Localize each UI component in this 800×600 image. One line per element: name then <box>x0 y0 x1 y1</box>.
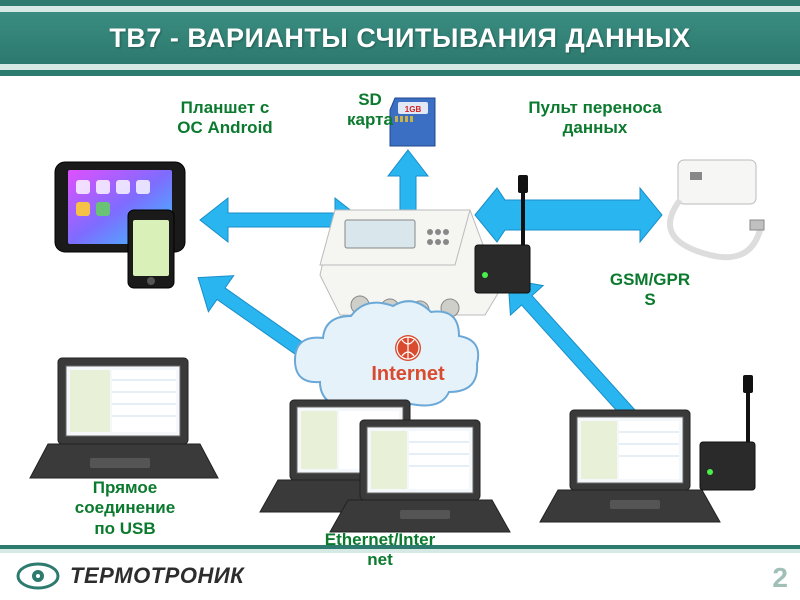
brand-logo-icon <box>16 560 60 592</box>
label-gsm: GSM/GPR S <box>590 270 710 311</box>
usb-laptop-icon <box>30 358 218 478</box>
tablet-icon <box>55 162 185 288</box>
footer-brand: ТЕРМОТРОНИК <box>16 560 244 592</box>
header-main: ТВ7 - ВАРИАНТЫ СЧИТЫВАНИЯ ДАННЫХ <box>0 12 800 64</box>
page-title: ТВ7 - ВАРИАНТЫ СЧИТЫВАНИЯ ДАННЫХ <box>109 23 690 54</box>
diagram-area: 1GB <box>0 80 800 545</box>
diagram-svg: 1GB <box>0 80 800 545</box>
internet-label: Internet <box>371 363 445 385</box>
header: ТВ7 - ВАРИАНТЫ СЧИТЫВАНИЯ ДАННЫХ <box>0 0 800 70</box>
header-stripe-bottom <box>0 70 800 76</box>
footer-page-number: 2 <box>772 562 788 594</box>
label-sdcard: SD карта <box>330 90 410 131</box>
label-usb: Прямое соединение по USB <box>40 478 210 539</box>
footer-brand-name: ТЕРМОТРОНИК <box>70 563 244 589</box>
label-tablet: Планшет с ОС Android <box>150 98 300 139</box>
transfer-device-icon <box>670 160 764 257</box>
footer-stripe-light <box>0 549 800 553</box>
label-transfer: Пульт переноса данных <box>495 98 695 139</box>
internet-cloud-icon: Internet <box>295 301 478 412</box>
ethernet-laptops-icon <box>260 400 510 532</box>
gsm-laptop-icon <box>540 375 755 522</box>
footer: ТЕРМОТРОНИК 2 <box>0 545 800 600</box>
arrow-transfer <box>475 188 662 242</box>
